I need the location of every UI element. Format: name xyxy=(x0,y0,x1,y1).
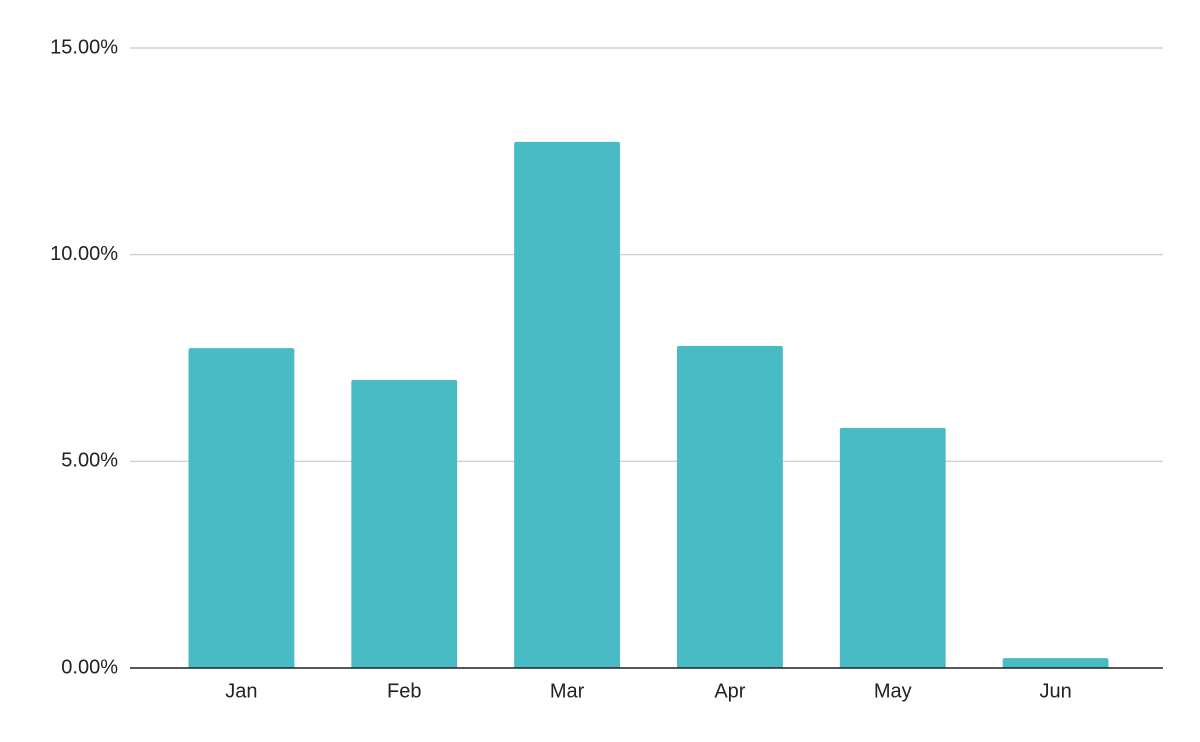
x-tick-label: May xyxy=(874,680,912,702)
x-tick-label: Feb xyxy=(387,680,421,702)
y-tick-label: 15.00% xyxy=(50,36,118,58)
x-tick-label: Jan xyxy=(225,680,257,702)
x-tick-label: Mar xyxy=(550,680,585,702)
x-tick-label: Apr xyxy=(714,680,745,702)
bar xyxy=(1002,658,1109,668)
x-tick-label: Jun xyxy=(1039,680,1071,702)
bar xyxy=(676,346,783,668)
bar xyxy=(514,141,621,668)
y-tick-label: 10.00% xyxy=(50,243,118,265)
bar xyxy=(188,348,295,668)
y-tick-label: 5.00% xyxy=(61,450,118,472)
y-tick-label: 0.00% xyxy=(61,656,118,678)
bar xyxy=(839,427,946,668)
bar xyxy=(351,379,458,668)
